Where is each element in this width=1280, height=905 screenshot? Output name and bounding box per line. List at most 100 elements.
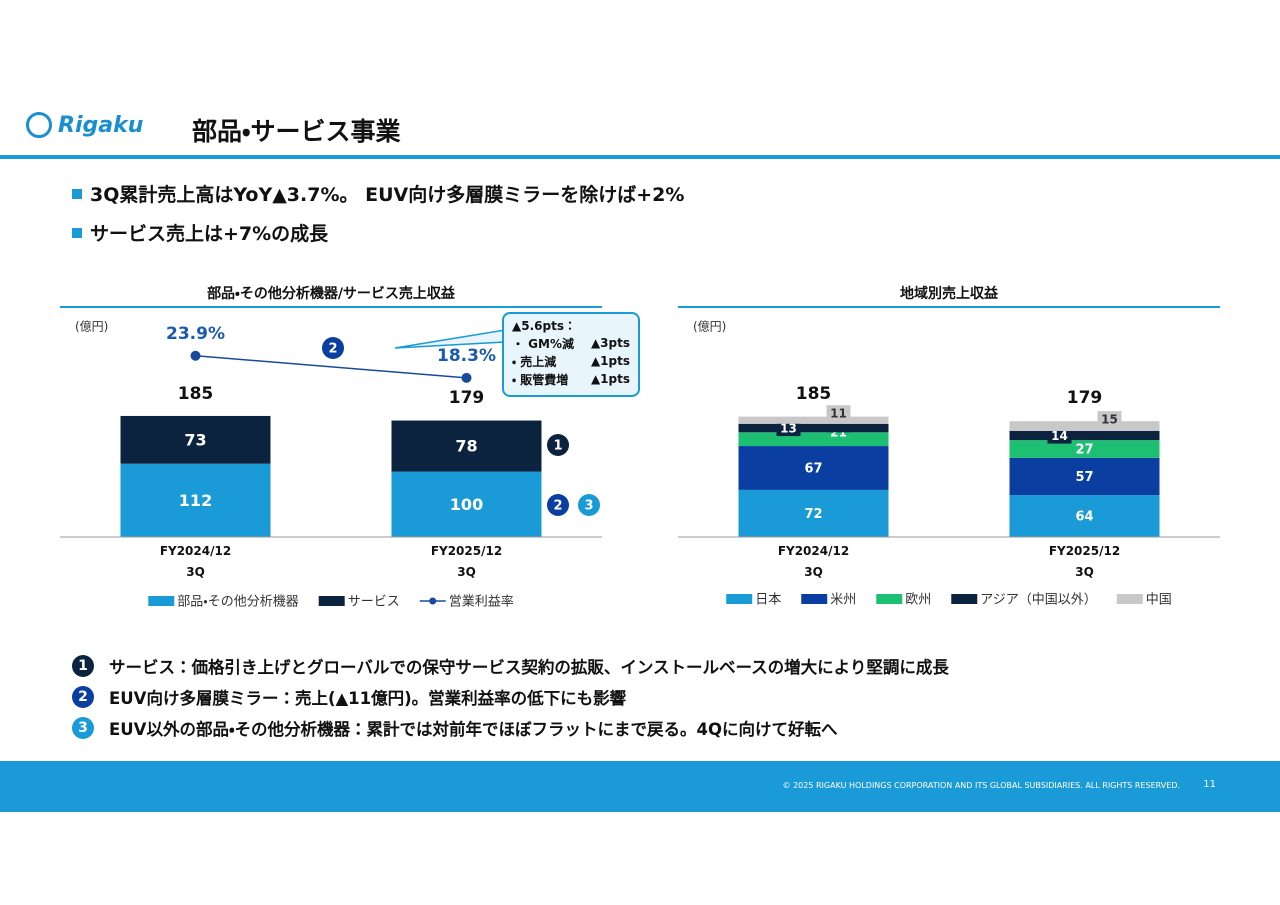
value-label: 15 bbox=[1101, 413, 1118, 427]
line-point bbox=[461, 372, 472, 383]
total-label: 179 bbox=[449, 388, 485, 408]
x-tick-label: FY2025/12 3Q bbox=[1049, 544, 1120, 579]
bar-segment bbox=[1009, 421, 1160, 432]
bar-segment bbox=[391, 471, 542, 537]
legend-label: 米州 bbox=[830, 593, 856, 608]
value-label: 73 bbox=[184, 430, 206, 449]
value-label: 23.9% bbox=[166, 324, 225, 344]
legend-dot bbox=[429, 597, 437, 605]
slide-title: 部品・サービス事業 bbox=[192, 117, 401, 146]
legend-label: 中国 bbox=[1146, 593, 1172, 608]
legend-swatch bbox=[148, 596, 175, 606]
line bbox=[195, 355, 467, 379]
marker-label: 3 bbox=[584, 499, 593, 514]
logo-mark bbox=[26, 112, 52, 138]
note-marker: 3 bbox=[72, 716, 94, 739]
callout-head: ▲5.6pts： bbox=[512, 319, 576, 333]
marker-circle bbox=[547, 434, 569, 456]
legend-label: 営業利益率 bbox=[449, 594, 514, 610]
value-label: 18.3% bbox=[437, 346, 496, 366]
value-label: 72 bbox=[804, 507, 822, 522]
legend-item: アジア（中国以外） bbox=[951, 593, 1097, 608]
bar-segment bbox=[738, 489, 889, 537]
legend-item: サービス bbox=[318, 595, 400, 610]
legend-swatch bbox=[1116, 594, 1143, 604]
bar-segment bbox=[738, 423, 889, 433]
legend-label: サービス bbox=[348, 595, 400, 610]
total-label: 185 bbox=[796, 384, 832, 404]
note-marker: 2 bbox=[72, 685, 94, 708]
note-text: EUV以外の部品・その他分析機器：累計では対前年でほぼフラットにまで戻る。4Qに… bbox=[109, 719, 838, 739]
x-tick-label: FY2025/12 3Q bbox=[431, 544, 502, 579]
page-number: 11 bbox=[1203, 779, 1216, 790]
note-text: サービス：価格引き上げとグローバルでの保守サービス契約の拡販、インストールベース… bbox=[109, 657, 949, 677]
bar-segment bbox=[391, 420, 542, 472]
legend-item: 日本 bbox=[726, 593, 781, 608]
bar-segment bbox=[1009, 431, 1160, 441]
logo: Rigaku bbox=[26, 112, 143, 138]
legend-swatch bbox=[951, 594, 978, 604]
x-tick-label: FY2024/12 3Q bbox=[778, 544, 849, 579]
legend-item: 部品・その他分析機器 bbox=[148, 595, 299, 610]
bar-segment bbox=[738, 432, 889, 447]
note-text: EUV向け多層膜ミラー：売上(▲11億円)。営業利益率の低下にも影響 bbox=[109, 688, 627, 708]
legend-item: 欧州 bbox=[876, 593, 931, 608]
legend-swatch bbox=[726, 594, 753, 604]
value-label: 27 bbox=[1075, 442, 1093, 457]
value-label: 112 bbox=[179, 491, 212, 510]
bullet: 3Q累計売上高はYoY▲3.7%。 EUV向け多層膜ミラーを除けば+2% bbox=[72, 174, 684, 213]
bar-segment bbox=[120, 463, 271, 537]
legend-label: 日本 bbox=[755, 593, 781, 608]
legend-item: 中国 bbox=[1116, 593, 1172, 608]
line-point bbox=[190, 350, 201, 361]
notes: 1 サービス：価格引き上げとグローバルでの保守サービス契約の拡販、インストールベー… bbox=[72, 650, 949, 743]
value-label: 67 bbox=[804, 461, 822, 476]
marker-label: 1 bbox=[553, 439, 562, 454]
x-tick-label: FY2024/12 3Q bbox=[160, 544, 231, 579]
callout: ▲5.6pts： ・ GM%減 ▲3pts ・ 売上減 ▲1pts ・ 販管費増 ▲1pt… bbox=[502, 312, 640, 397]
value-label-box bbox=[826, 405, 851, 422]
note: 2 EUV向け多層膜ミラー：売上(▲11億円)。営業利益率の低下にも影響 bbox=[72, 681, 949, 712]
legend-swatch bbox=[801, 594, 828, 604]
bar-segment bbox=[1009, 457, 1160, 496]
value-label-box bbox=[1097, 411, 1122, 428]
marker-label: 2 bbox=[328, 342, 337, 357]
legend-label: 部品・その他分析機器 bbox=[177, 595, 298, 610]
unit-label: (億円) bbox=[693, 320, 726, 334]
value-label-box bbox=[1047, 427, 1072, 444]
callout-row: ・ 売上減 ▲1pts bbox=[512, 352, 630, 370]
unit-label: (億円) bbox=[75, 320, 108, 334]
value-label: 64 bbox=[1075, 510, 1093, 525]
callout-cell: ・ GM%減 bbox=[512, 336, 574, 351]
bullets: 3Q累計売上高はYoY▲3.7%。 EUV向け多層膜ミラーを除けば+2% サービス… bbox=[72, 174, 684, 252]
copyright: © 2025 RIGAKU HOLDINGS CORPORATION AND I… bbox=[782, 781, 1180, 790]
callout-cell: ・ 売上減 bbox=[512, 354, 557, 369]
callout-cell: ・ 販管費増 bbox=[512, 372, 569, 387]
header-rule bbox=[0, 155, 1280, 159]
note: 3 EUV以外の部品・その他分析機器：累計では対前年でほぼフラットにまで戻る。4Q… bbox=[72, 712, 949, 743]
total-label: 179 bbox=[1067, 388, 1103, 408]
callout-cell: ▲1pts bbox=[590, 354, 630, 368]
total-label: 185 bbox=[178, 384, 214, 404]
bar-segment bbox=[738, 446, 889, 490]
marker-circle bbox=[578, 494, 600, 516]
value-label-box bbox=[776, 420, 801, 437]
value-label: 78 bbox=[455, 437, 477, 456]
value-label: 100 bbox=[450, 495, 483, 514]
bullet: サービス売上は+7%の成長 bbox=[72, 213, 684, 252]
value-label: 11 bbox=[830, 407, 847, 421]
note-marker: 1 bbox=[72, 654, 94, 677]
callout-row: ・ 販管費増 ▲1pts bbox=[512, 370, 630, 388]
chart-title: 地域別売上収益 bbox=[900, 285, 999, 302]
legend-label: 欧州 bbox=[905, 593, 931, 608]
callout-cell: ▲3pts bbox=[590, 336, 630, 350]
marker-circle bbox=[547, 494, 569, 516]
bar-segment bbox=[120, 415, 271, 464]
footer: © 2025 RIGAKU HOLDINGS CORPORATION AND I… bbox=[0, 761, 1280, 812]
note: 1 サービス：価格引き上げとグローバルでの保守サービス契約の拡販、インストールベー… bbox=[72, 650, 949, 681]
legend-swatch bbox=[318, 596, 345, 606]
bar-segment bbox=[738, 416, 889, 424]
legend-item: 米州 bbox=[801, 593, 856, 608]
